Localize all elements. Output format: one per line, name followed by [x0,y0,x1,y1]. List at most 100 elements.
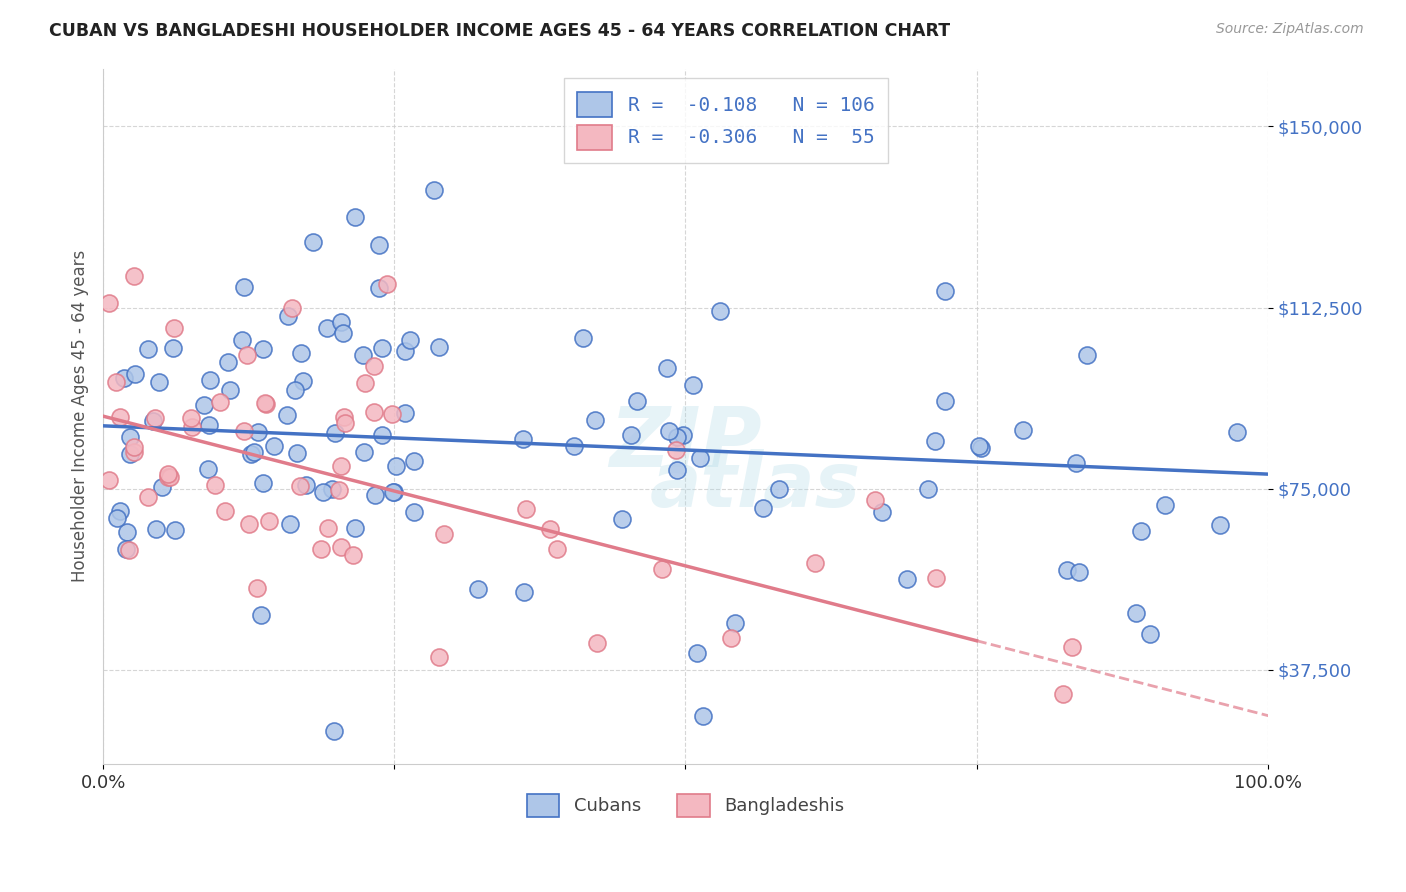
Point [104,375,127,389]
Point [967,439,990,453]
Point [689,451,711,466]
Point [665,442,688,457]
Point [108,409,131,424]
Point [354,376,377,391]
Point [219,384,242,398]
Legend: Cubans, Bangladeshis: Cubans, Bangladeshis [519,787,851,824]
Point [1060,640,1083,655]
Point [1064,456,1087,470]
Point [1052,687,1074,701]
Point [148,375,170,389]
Point [610,512,633,526]
Point [665,430,688,444]
Point [363,359,385,373]
Point [402,505,425,519]
Point [682,378,704,392]
Point [209,395,232,409]
Point [316,521,339,535]
Point [768,483,790,497]
Point [330,541,353,555]
Point [368,281,391,295]
Point [118,542,141,557]
Point [159,470,181,484]
Point [342,548,364,562]
Point [263,439,285,453]
Point [277,310,299,324]
Point [238,516,260,531]
Point [333,409,356,424]
Point [427,649,450,664]
Point [217,354,239,368]
Point [246,582,269,596]
Point [316,321,339,335]
Point [232,424,254,438]
Point [254,397,277,411]
Point [214,504,236,518]
Point [105,511,128,525]
Point [375,277,398,292]
Point [124,367,146,381]
Point [402,454,425,468]
Point [122,268,145,283]
Point [367,238,389,252]
Point [249,607,271,622]
Point [626,394,648,409]
Point [686,646,709,660]
Point [294,478,316,492]
Text: atlas: atlas [650,449,860,523]
Point [163,321,186,335]
Point [259,514,281,528]
Point [292,374,315,388]
Point [720,631,742,645]
Point [145,522,167,536]
Point [124,441,146,455]
Point [586,636,609,650]
Point [562,439,585,453]
Point [156,470,179,484]
Point [1125,606,1147,620]
Point [290,346,312,360]
Point [546,541,568,556]
Point [385,458,408,473]
Point [198,373,221,387]
Point [162,341,184,355]
Point [150,480,173,494]
Point [143,411,166,425]
Point [136,490,159,504]
Point [97,295,120,310]
Point [917,482,939,496]
Point [970,442,993,456]
Point [112,371,135,385]
Point [231,333,253,347]
Point [924,570,946,584]
Point [427,339,450,353]
Point [1209,518,1232,533]
Text: ZIP: ZIP [609,403,762,484]
Point [934,393,956,408]
Point [651,562,673,576]
Point [243,445,266,459]
Point [276,408,298,422]
Text: Source: ZipAtlas.com: Source: ZipAtlas.com [1216,22,1364,37]
Point [117,524,139,539]
Point [1056,563,1078,577]
Point [363,405,385,419]
Point [142,414,165,428]
Point [329,459,352,474]
Point [97,474,120,488]
Point [344,210,367,224]
Point [204,478,226,492]
Point [252,475,274,490]
Point [180,411,202,425]
Point [672,427,695,442]
Point [323,425,346,440]
Point [333,416,356,430]
Point [380,407,402,421]
Point [394,344,416,359]
Point [620,428,643,442]
Point [382,485,405,500]
Point [1076,348,1098,362]
Point [332,326,354,341]
Point [1139,627,1161,641]
Point [655,361,678,376]
